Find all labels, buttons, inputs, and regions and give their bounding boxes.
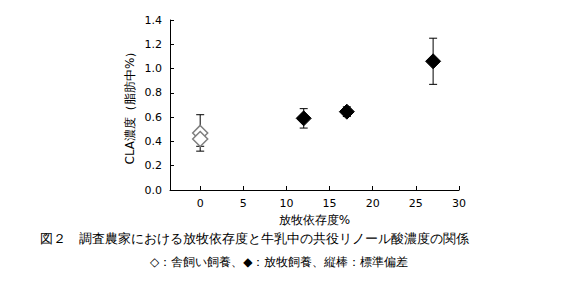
svg-text:図２ 調査農家における放牧依存度と牛乳中の共役リノール酸濃度: 図２ 調査農家における放牧依存度と牛乳中の共役リノール酸濃度の関係: [40, 231, 469, 246]
svg-text:0.4: 0.4: [145, 135, 163, 148]
svg-text:20: 20: [366, 197, 380, 210]
svg-text:0.6: 0.6: [145, 111, 163, 124]
svg-text:5: 5: [240, 197, 247, 210]
svg-text:15: 15: [323, 197, 337, 210]
svg-text:30: 30: [452, 197, 466, 210]
svg-text:25: 25: [409, 197, 423, 210]
svg-text:0.8: 0.8: [145, 86, 163, 99]
svg-text:0.2: 0.2: [145, 159, 163, 172]
svg-text:1.4: 1.4: [145, 14, 163, 27]
svg-text:0.0: 0.0: [145, 184, 163, 197]
svg-text:放牧依存度%: 放牧依存度%: [279, 213, 350, 227]
svg-text:CLA濃度（脂肪中%）: CLA濃度（脂肪中%）: [123, 46, 137, 165]
svg-text:◇：舎飼い飼養、◆：放牧飼養、縦棒：標準偏差: ◇：舎飼い飼養、◆：放牧飼養、縦棒：標準偏差: [150, 255, 408, 269]
svg-text:1.2: 1.2: [145, 38, 163, 51]
svg-text:1.0: 1.0: [145, 62, 163, 75]
svg-text:10: 10: [279, 197, 293, 210]
svg-text:0: 0: [197, 197, 204, 210]
